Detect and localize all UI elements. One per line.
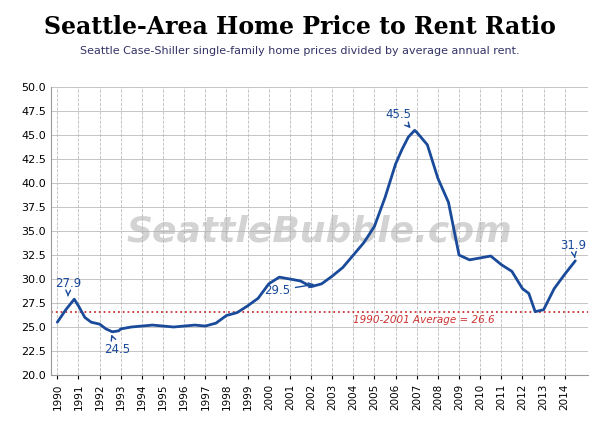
Text: 1990-2001 Average = 26.6: 1990-2001 Average = 26.6: [353, 316, 495, 326]
Text: Seattle Case-Shiller single-family home prices divided by average annual rent.: Seattle Case-Shiller single-family home …: [80, 46, 520, 56]
Text: Seattle-Area Home Price to Rent Ratio: Seattle-Area Home Price to Rent Ratio: [44, 15, 556, 39]
Text: 29.5: 29.5: [264, 283, 313, 297]
Text: SeattleBubble.com: SeattleBubble.com: [127, 214, 512, 248]
Text: 31.9: 31.9: [560, 239, 586, 258]
Text: 24.5: 24.5: [104, 336, 130, 356]
Text: 27.9: 27.9: [55, 277, 82, 296]
Text: 45.5: 45.5: [385, 108, 411, 127]
